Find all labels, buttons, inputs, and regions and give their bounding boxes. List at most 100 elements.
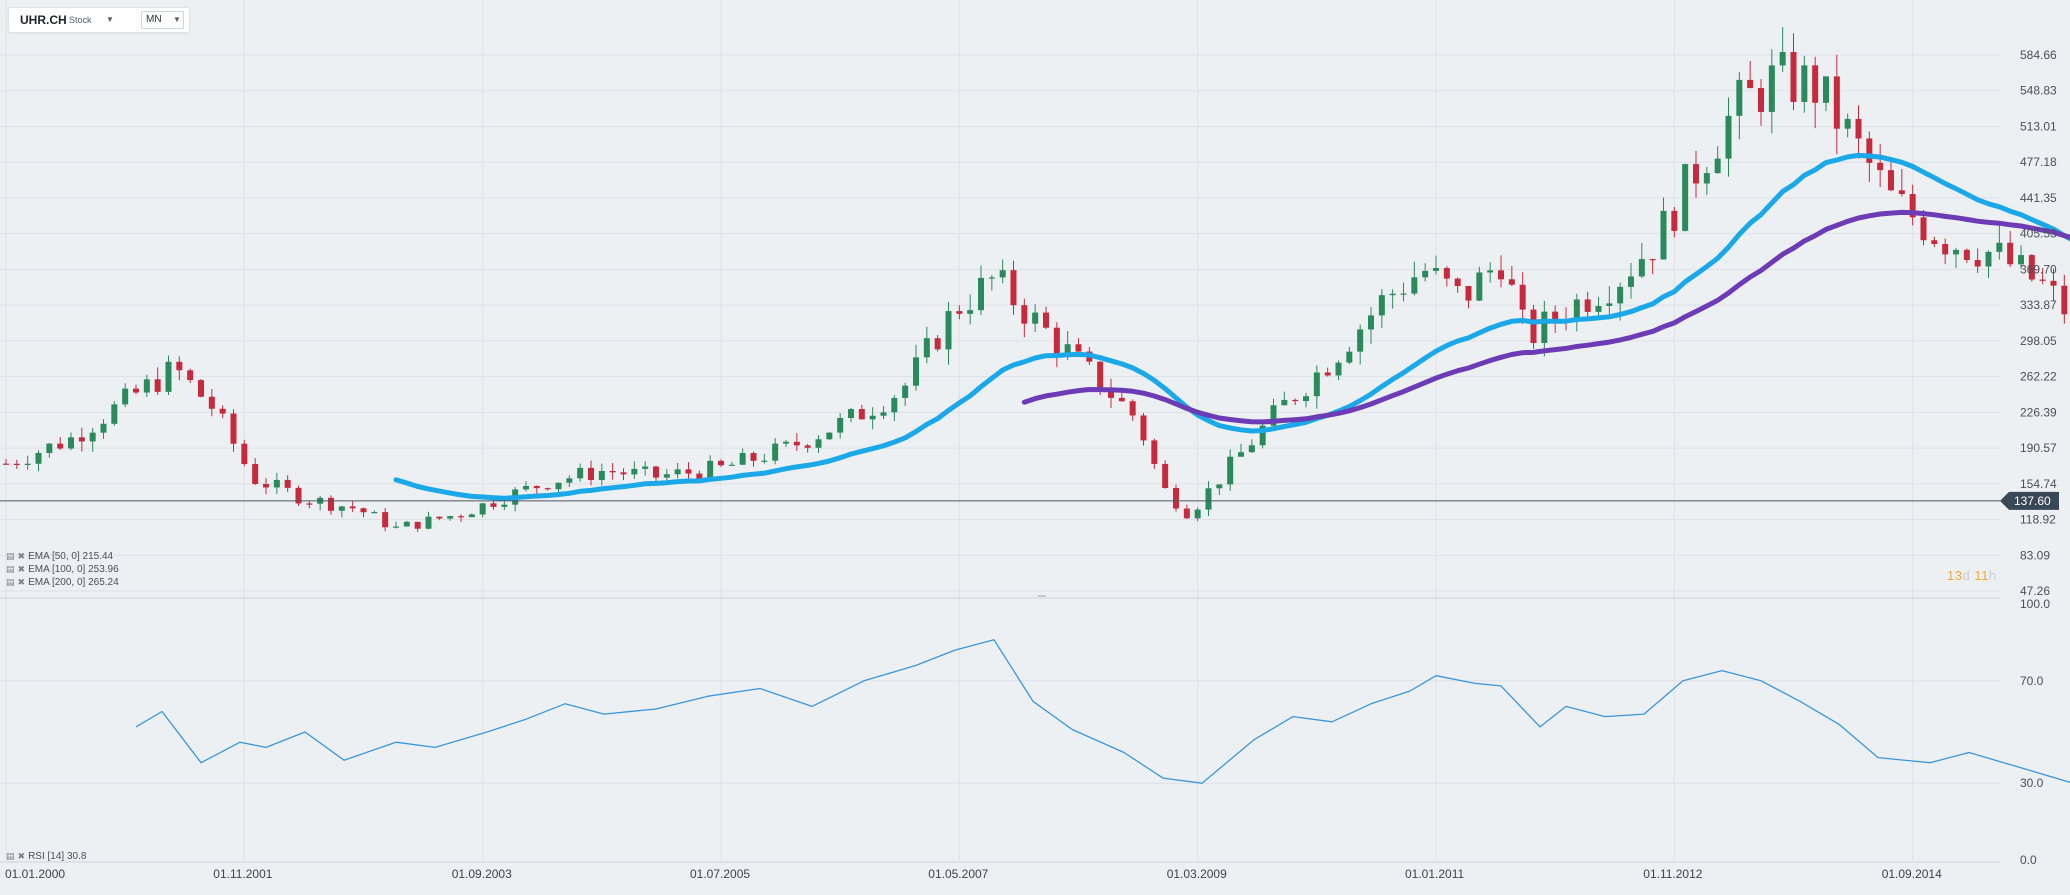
rsi-line: [135, 639, 2070, 784]
candle-body: [1638, 259, 1645, 277]
candle-body: [1823, 76, 1829, 103]
candle-body: [1313, 372, 1320, 397]
candle-body: [1931, 240, 1938, 245]
candle-body: [1909, 193, 1916, 218]
candle-body: [403, 521, 410, 527]
candle-body: [1996, 242, 2003, 252]
candle-body: [566, 478, 573, 483]
time-tick-label: 01.01.2011: [1405, 867, 1464, 881]
legend-rsi[interactable]: ▤ ✖ RSI [14] 30.8: [6, 851, 86, 862]
price-tick-label: 47.26: [2020, 584, 2050, 598]
legend-ema-100-label: EMA [100, 0] 253.96: [28, 564, 119, 575]
settings-list-icon[interactable]: ▤: [6, 551, 15, 561]
ticker-symbol[interactable]: UHR.CH: [20, 13, 67, 27]
candle-body: [165, 361, 172, 392]
price-tick-label: 405.53: [2020, 227, 2057, 241]
candle-body: [1953, 249, 1959, 255]
price-tick-label: 548.83: [2020, 84, 2057, 98]
candle-body: [728, 464, 735, 466]
candle-body: [1801, 65, 1808, 102]
legend-ema-50[interactable]: ▤ ✖ EMA [50, 0] 215.44: [6, 551, 113, 562]
candle-body: [923, 338, 930, 358]
candle-body: [1292, 399, 1299, 402]
close-icon[interactable]: ✖: [17, 577, 26, 587]
candle-body: [815, 439, 822, 448]
candle-body: [13, 463, 20, 465]
candle-body: [956, 311, 963, 314]
candle-body: [1443, 268, 1450, 279]
candle-body: [1584, 299, 1591, 312]
chevron-down-icon[interactable]: ▼: [173, 15, 181, 24]
price-tick-label: 477.18: [2020, 155, 2057, 169]
rsi-axis[interactable]: 100.0 70.0 30.0 0.0: [2020, 597, 2050, 867]
candle-body: [555, 482, 562, 490]
candle-body: [1877, 162, 1884, 171]
candle-body: [1866, 138, 1873, 163]
candle-body: [1703, 173, 1710, 184]
candle-body: [945, 311, 952, 350]
candle-body: [1920, 217, 1927, 241]
countdown-hours-unit: h: [1988, 568, 1997, 583]
candle-body: [1281, 399, 1288, 406]
candle-body: [1649, 259, 1656, 261]
candle-body: [1942, 244, 1949, 255]
candle-body: [2039, 279, 2046, 281]
candle-body: [1129, 401, 1136, 416]
close-icon[interactable]: ✖: [17, 551, 26, 561]
countdown-hours: 11: [1974, 568, 1989, 583]
candle-body: [880, 412, 887, 416]
settings-list-icon[interactable]: ▤: [6, 564, 15, 574]
settings-list-icon[interactable]: ▤: [6, 851, 15, 861]
price-grid: [0, 0, 2000, 862]
legend-ema-50-label: EMA [50, 0] 215.44: [28, 551, 114, 562]
candle-body: [523, 485, 529, 490]
price-tick-label: 226.39: [2020, 405, 2057, 419]
candle-body: [1974, 259, 1981, 267]
candle-body: [1173, 487, 1179, 509]
candle-body: [143, 379, 150, 393]
price-tick-label: 83.09: [2020, 548, 2050, 562]
price-axis[interactable]: 584.66 548.83 513.01 477.18 441.35 405.53 369.…: [2020, 48, 2057, 598]
candle-body: [1628, 276, 1634, 287]
candle-body: [1335, 362, 1342, 376]
candle-body: [89, 432, 96, 442]
timeframe-value[interactable]: MN: [146, 14, 162, 25]
time-tick-label: 01.11.2001: [213, 867, 272, 881]
legend-ema-200[interactable]: ▤ ✖ EMA [200, 0] 265.24: [6, 577, 119, 588]
candle-body: [653, 466, 659, 478]
price-tick-label: 333.87: [2020, 298, 2057, 312]
candle-body: [1693, 164, 1699, 184]
current-price-label: 137.60: [2014, 494, 2051, 508]
candle-body: [414, 521, 421, 529]
countdown-days-unit: d: [1962, 568, 1971, 583]
candle-body: [663, 474, 670, 478]
candle-body: [1303, 396, 1309, 402]
candle-body: [1725, 115, 1732, 159]
candle-body: [1270, 405, 1277, 426]
candle-body: [577, 467, 584, 479]
timeframe-select[interactable]: MN ▼: [141, 11, 184, 29]
legend-ema-100[interactable]: ▤ ✖ EMA [100, 0] 253.96: [6, 564, 119, 575]
settings-list-icon[interactable]: ▤: [6, 577, 15, 587]
candle-body: [1476, 272, 1483, 301]
candle-body: [761, 460, 768, 462]
candle-body: [1433, 268, 1439, 271]
countdown-days: 13: [1947, 568, 1963, 583]
ema-lines: [393, 152, 2070, 501]
chevron-down-icon[interactable]: ▼: [106, 15, 114, 24]
candle-body: [1963, 249, 1970, 260]
close-icon[interactable]: ✖: [17, 564, 26, 574]
candle-body: [1898, 190, 1905, 194]
symbol-selector[interactable]: UHR.CH Stock ▼ MN ▼: [8, 7, 190, 33]
candle-body: [1411, 277, 1418, 294]
candle-body: [1508, 279, 1515, 285]
candle-body: [967, 310, 974, 314]
candle-body: [750, 453, 757, 461]
rsi-grid: [0, 680, 2000, 784]
close-icon[interactable]: ✖: [17, 851, 26, 861]
time-axis[interactable]: 01.01.2000 01.11.2001 01.09.2003 01.07.2005…: [5, 867, 2070, 881]
candle-body: [382, 512, 389, 528]
candle-body: [24, 463, 31, 465]
